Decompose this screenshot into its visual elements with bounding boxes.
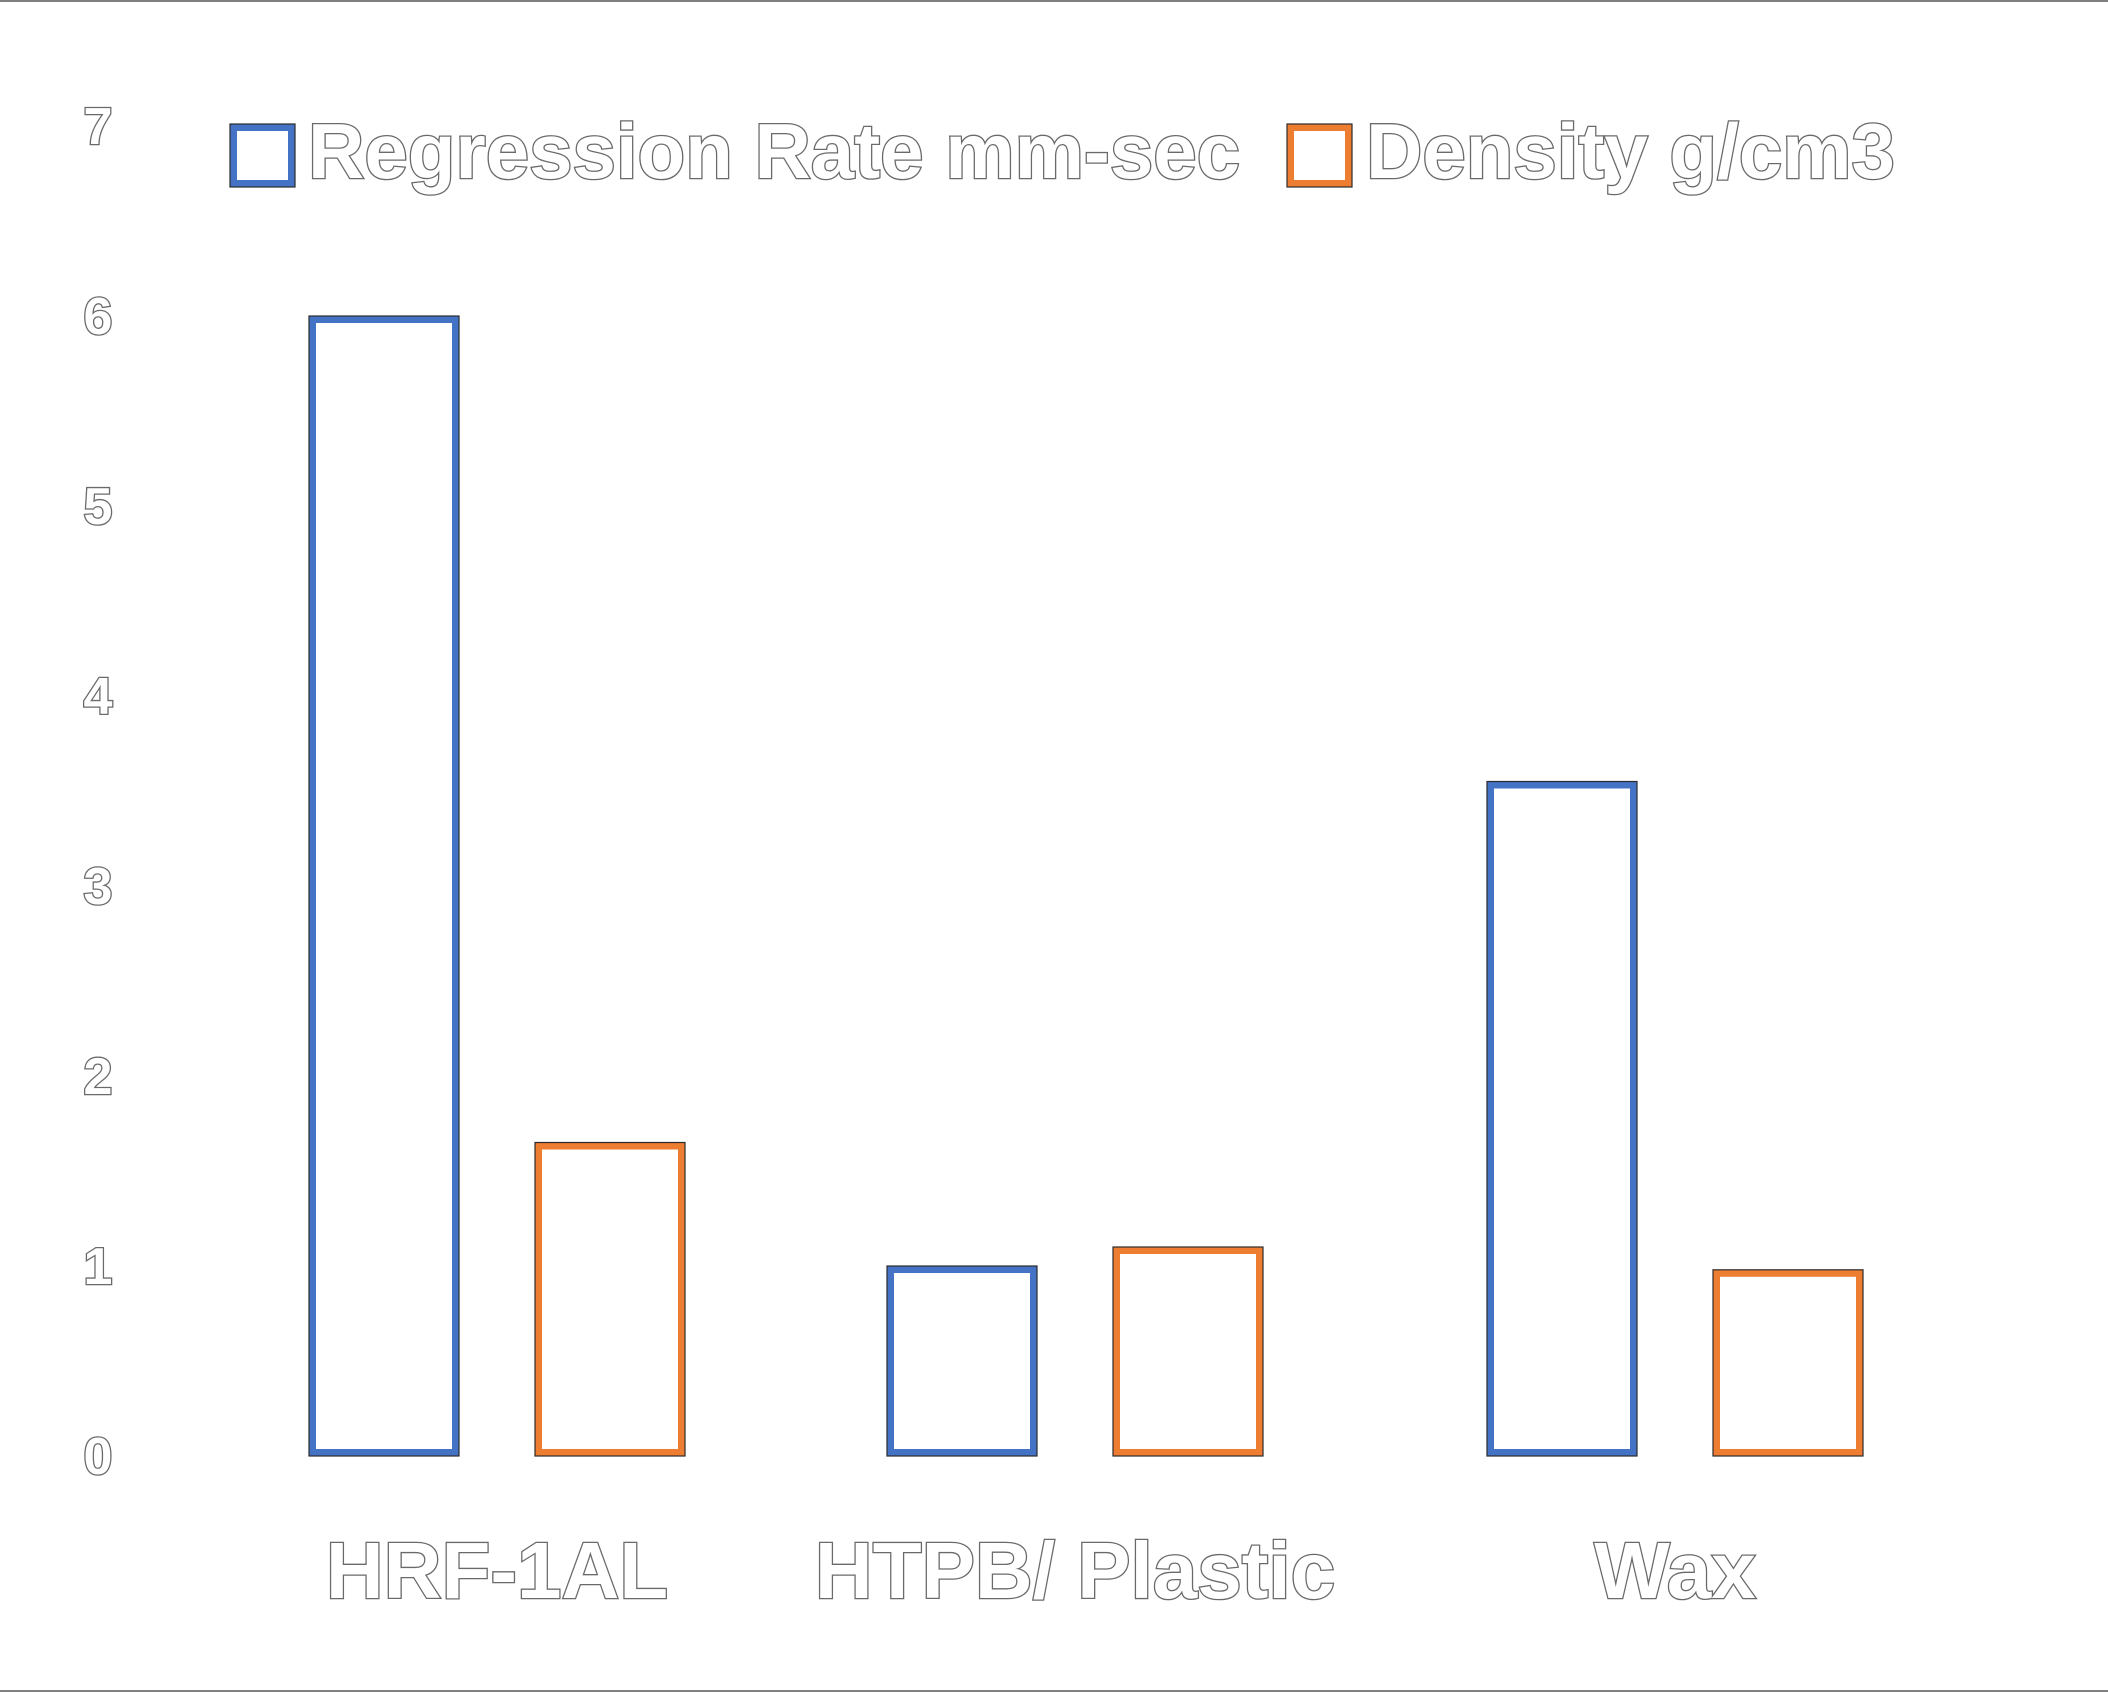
bar-edge-0-2 <box>1486 780 1638 1457</box>
x-axis-category-labels: HRF-1AL HTPB/ Plastic Wax <box>325 1525 1757 1617</box>
bar-regression-rate-1 <box>887 1266 1037 1456</box>
bar-regression-rate-0 <box>309 316 459 1456</box>
bar-edge-0-0 <box>308 315 460 1457</box>
y-tick-label: 4 <box>84 668 113 726</box>
y-tick-label: 3 <box>84 858 113 916</box>
bar-regression-rate-2 <box>1487 781 1637 1456</box>
legend-swatch-1 <box>1287 124 1352 187</box>
bars <box>308 315 1864 1457</box>
legend: Regression Rate mm-sec Density g/cm3 <box>229 106 1896 196</box>
bar-density-2 <box>1713 1269 1863 1457</box>
y-tick-label: 1 <box>84 1238 113 1296</box>
y-axis-ticks: 0 1 2 3 4 5 6 7 <box>82 97 114 1488</box>
bar-density-1 <box>1113 1247 1263 1456</box>
y-tick-label: 5 <box>84 478 113 536</box>
x-category-label: Wax <box>1594 1526 1756 1615</box>
legend-swatch-0 <box>230 124 295 187</box>
y-tick-label: 0 <box>84 1428 113 1486</box>
bar-edge-1-0 <box>534 1141 686 1457</box>
bar-edge-1-1 <box>1112 1246 1264 1457</box>
legend-swatch-edge-0 <box>229 123 296 188</box>
x-category-label: HTPB/ Plastic <box>815 1526 1335 1615</box>
y-tick-label: 2 <box>84 1048 113 1106</box>
bar-edge-1-2 <box>1712 1269 1864 1457</box>
y-tick-label: 7 <box>84 98 113 156</box>
legend-label-1: Density g/cm3 <box>1366 107 1895 195</box>
legend-swatch-edge-1 <box>1286 123 1353 188</box>
bar-edge-0-1 <box>886 1265 1038 1457</box>
bar-density-0 <box>535 1142 685 1456</box>
legend-label-0: Regression Rate mm-sec <box>308 107 1240 195</box>
y-tick-label: 6 <box>84 288 113 346</box>
x-category-label: HRF-1AL <box>326 1526 668 1615</box>
